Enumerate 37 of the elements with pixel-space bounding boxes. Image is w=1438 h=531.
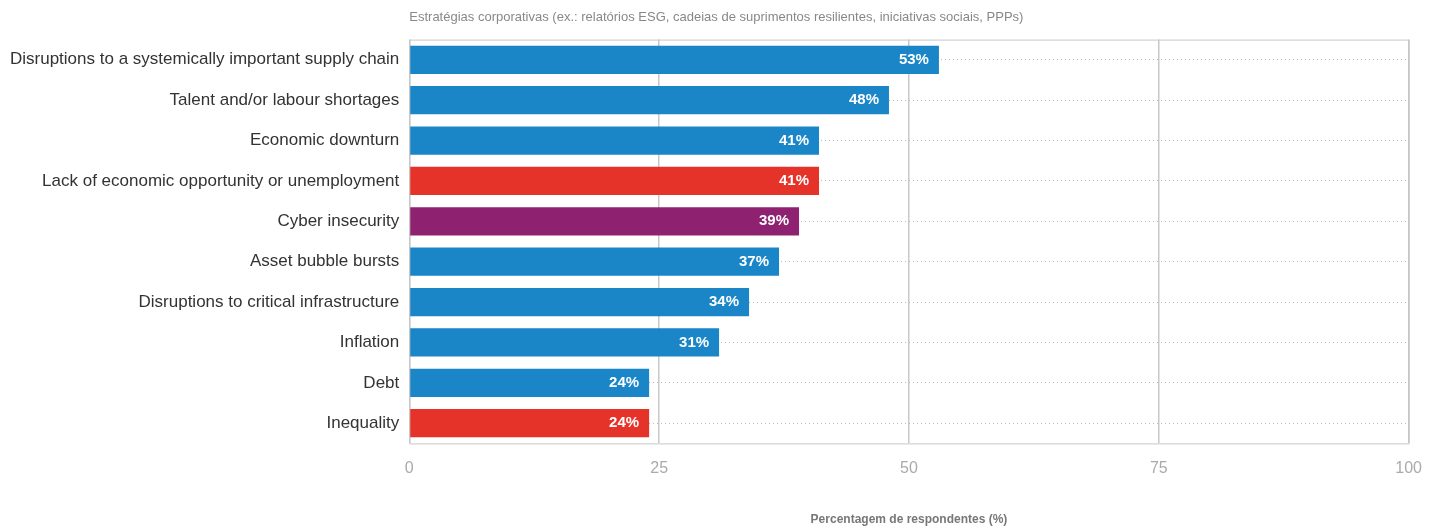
- x-tick-label: 25: [650, 459, 669, 477]
- data-label: 34%: [709, 292, 740, 310]
- x-tick-label: 75: [1149, 459, 1168, 477]
- chart-title: Estratégias corporativas (ex.: relatórios ESG, cadeias de suprimentos resilientes, iniciativas sociais, PPPs): [409, 9, 1024, 25]
- bar: [410, 45, 939, 74]
- data-label: 53%: [898, 49, 929, 67]
- data-label: 31%: [679, 332, 710, 350]
- bar: [410, 328, 720, 357]
- x-tick-label: 100: [1395, 459, 1423, 477]
- data-label: 41%: [778, 130, 810, 148]
- bar: [410, 166, 820, 196]
- y-tick-label: Debt: [363, 372, 400, 392]
- bar: [410, 86, 889, 115]
- y-tick-label: Inflation: [339, 332, 400, 352]
- x-axis-title: Percentagem de respondentes (%): [810, 512, 1008, 527]
- bar: [410, 287, 750, 317]
- y-tick-label: Economic downturn: [249, 130, 400, 150]
- bar: [410, 247, 780, 276]
- y-tick-label: Cyber insecurity: [277, 211, 400, 230]
- bar: [410, 207, 800, 236]
- data-label: 37%: [739, 251, 770, 269]
- y-tick-label: Lack of economic opportunity or unemployment: [42, 170, 400, 190]
- y-tick-label: Disruptions to critical infrastructure: [138, 291, 400, 311]
- bar: [410, 368, 650, 397]
- y-tick-label: Disruptions to a systemically important supply chain: [9, 49, 400, 69]
- bar: [410, 409, 650, 438]
- y-tick-label: Talent and/or labour shortages: [169, 89, 400, 109]
- data-label: 39%: [759, 211, 790, 229]
- bar: [410, 126, 820, 155]
- x-tick-label: 0: [404, 459, 414, 477]
- data-label: 24%: [609, 372, 640, 390]
- y-tick-label: Asset bubble bursts: [249, 251, 400, 271]
- data-label: 41%: [778, 171, 810, 189]
- x-tick-label: 50: [900, 459, 918, 477]
- data-label: 24%: [609, 413, 640, 431]
- data-label: 48%: [848, 90, 879, 108]
- y-tick-label: Inequality: [326, 412, 400, 432]
